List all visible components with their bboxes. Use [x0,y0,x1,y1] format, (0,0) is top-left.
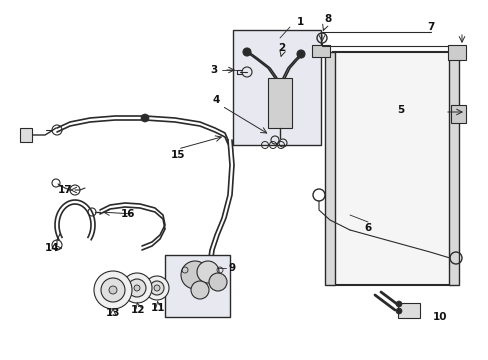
Text: 5: 5 [397,105,404,115]
Circle shape [191,281,208,299]
Text: 1: 1 [296,17,303,27]
Bar [325,52,334,285]
Text: 3: 3 [210,65,217,75]
Circle shape [109,286,117,294]
Bar [332,52,450,285]
Circle shape [243,48,250,56]
Text: 6: 6 [364,223,371,233]
Circle shape [94,271,132,309]
Text: 13: 13 [105,308,120,318]
Circle shape [181,261,208,289]
Circle shape [134,285,140,291]
Text: 9: 9 [228,263,235,273]
Circle shape [197,261,219,283]
Text: 16: 16 [121,209,135,219]
Text: 12: 12 [130,305,145,315]
Circle shape [150,281,163,295]
Bar [448,52,458,285]
Circle shape [145,276,169,300]
Text: 14: 14 [44,243,59,253]
Circle shape [208,273,226,291]
Bar [450,105,465,123]
Text: 10: 10 [432,312,447,322]
Text: 17: 17 [58,185,72,195]
Bar [397,303,419,318]
Circle shape [154,285,160,291]
Circle shape [395,301,401,307]
Circle shape [101,278,125,302]
Circle shape [141,114,149,122]
Text: 4: 4 [212,95,219,105]
Bar [267,78,291,128]
Bar [232,30,320,145]
Circle shape [296,50,305,58]
Text: 11: 11 [150,303,165,313]
Bar [164,255,229,317]
Bar [447,45,465,60]
Circle shape [122,273,152,303]
Text: 8: 8 [324,14,331,24]
Text: 15: 15 [170,150,185,160]
Circle shape [395,308,401,314]
Bar [311,45,329,57]
Text: 7: 7 [427,22,434,32]
Text: 2: 2 [278,43,285,53]
Circle shape [128,279,146,297]
Bar [20,128,32,142]
